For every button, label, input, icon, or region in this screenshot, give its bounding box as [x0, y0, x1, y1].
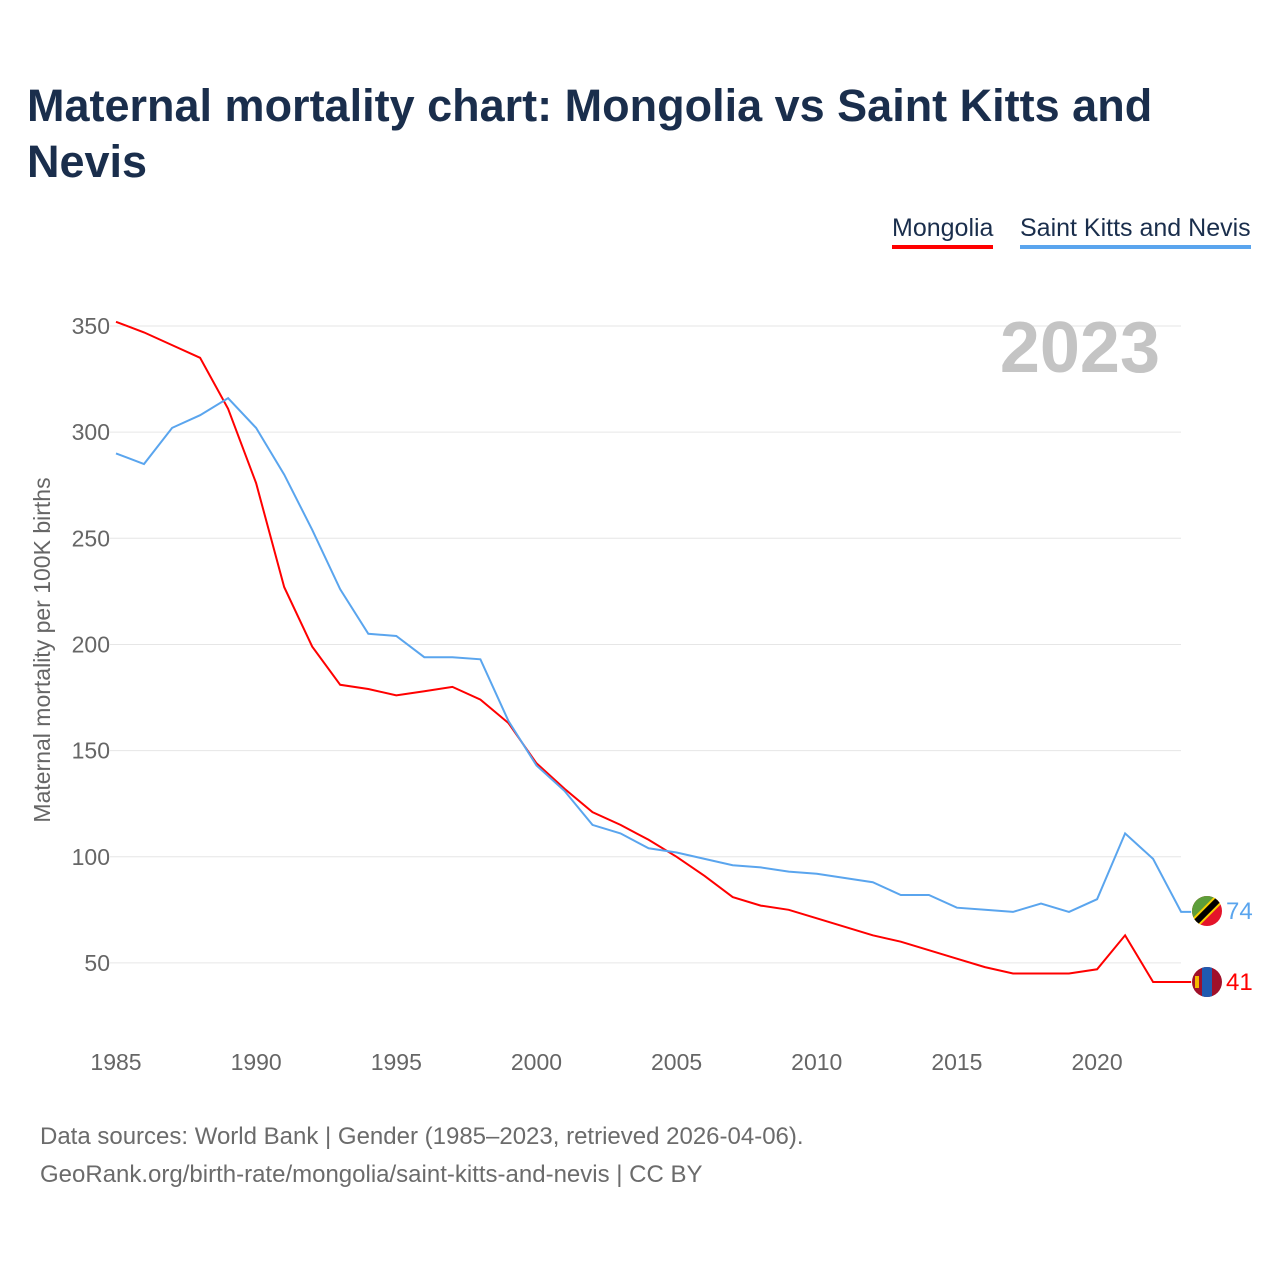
chart-title: Maternal mortality chart: Mongolia vs Sa… [27, 80, 1153, 187]
x-tick-label: 2015 [931, 1049, 982, 1075]
y-tick-label: 350 [72, 313, 110, 339]
y-tick-label: 50 [84, 950, 110, 976]
x-tick-label: 1985 [90, 1049, 141, 1075]
y-tick-label: 200 [72, 631, 110, 657]
y-tick-label: 100 [72, 844, 110, 870]
y-tick-label: 300 [72, 419, 110, 445]
x-tick-label: 2020 [1071, 1049, 1122, 1075]
x-tick-label: 1990 [231, 1049, 282, 1075]
end-label-saint-kitts-and-nevis: 74 [1226, 898, 1253, 925]
flag-mongolia-icon [1192, 967, 1222, 997]
x-tick-label: 2010 [791, 1049, 842, 1075]
y-axis-label: Maternal mortality per 100K births [29, 477, 55, 822]
x-tick-label: 2005 [651, 1049, 702, 1075]
x-tick-label: 2000 [511, 1049, 562, 1075]
end-label-mongolia: 41 [1226, 969, 1253, 996]
source-note: Data sources: World Bank | Gender (1985–… [40, 1123, 804, 1150]
flag-saint-kitts-and-nevis-icon [1192, 896, 1222, 926]
year-watermark: 2023 [1000, 308, 1160, 388]
source-link[interactable]: GeoRank.org/birth-rate/mongolia/saint-ki… [40, 1161, 703, 1188]
series-line-mongolia [115, 320, 1192, 983]
footer: Data sources: World Bank | Gender (1985–… [40, 1118, 804, 1194]
x-tick-label: 1995 [371, 1049, 422, 1075]
legend-mongolia[interactable]: Mongolia [892, 214, 994, 249]
y-tick-label: 150 [72, 738, 110, 764]
y-tick-label: 250 [72, 525, 110, 551]
series-line-saint-kitts-and-nevis [115, 396, 1192, 913]
legend-saint-kitts-and-nevis[interactable]: Saint Kitts and Nevis [1020, 214, 1251, 249]
